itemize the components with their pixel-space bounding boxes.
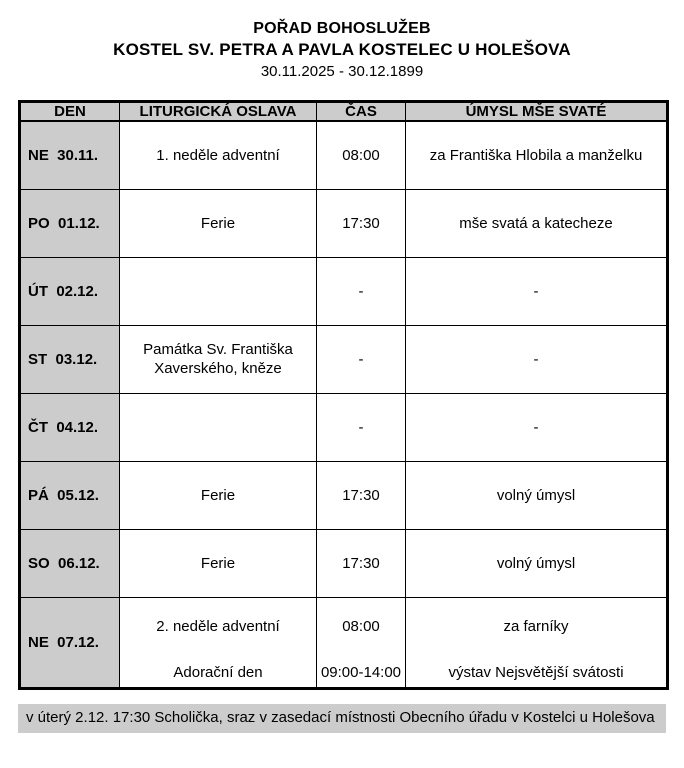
celebration-cell — [119, 392, 317, 462]
intention-cell: - — [405, 392, 668, 462]
intention-cell: - — [405, 256, 668, 326]
intention-cell: volný úmysl — [405, 460, 668, 530]
time-cell: - — [316, 324, 406, 394]
day-cell: PÁ 05.12. — [19, 460, 120, 530]
celebration-line-2: Adorační den — [173, 663, 263, 681]
day-cell: ČT 04.12. — [19, 392, 120, 462]
intention-cell: - — [405, 324, 668, 394]
col-header-cas: ČAS — [316, 101, 406, 122]
table-row: ÚT 02.12. - - — [19, 256, 668, 326]
table-row: NE 30.11. 1. neděle adventní 08:00 za Fr… — [19, 120, 668, 190]
intention-cell: za Františka Hlobila a manželku — [405, 120, 668, 190]
celebration-cell: 1. neděle adventní — [119, 120, 317, 190]
celebration-cell: Ferie — [119, 460, 317, 530]
time-cell: 17:30 — [316, 528, 406, 598]
col-header-umysl: ÚMYSL MŠE SVATÉ — [405, 101, 668, 122]
time-cell: - — [316, 256, 406, 326]
table-row: NE 07.12. 2. neděle adventní Adorační de… — [19, 596, 668, 689]
intention-line-1: za farníky — [503, 617, 569, 635]
day-cell: SO 06.12. — [19, 528, 120, 598]
day-cell: PO 01.12. — [19, 188, 120, 258]
table-row: ČT 04.12. - - — [19, 392, 668, 462]
intention-cell: za farníky výstav Nejsvětější svátosti — [405, 596, 668, 689]
page-title: POŘAD BOHOSLUŽEB — [253, 20, 431, 37]
celebration-line-1: 2. neděle adventní — [156, 617, 280, 635]
time-cell: 08:00 — [316, 120, 406, 190]
day-cell: ÚT 02.12. — [19, 256, 120, 326]
table-row: PÁ 05.12. Ferie 17:30 volný úmysl — [19, 460, 668, 530]
footer-note: v úterý 2.12. 17:30 Scholička, sraz v za… — [18, 703, 666, 733]
day-cell: ST 03.12. — [19, 324, 120, 394]
table-row: ST 03.12. Památka Sv. Františka Xaverské… — [19, 324, 668, 394]
intention-lines: za farníky výstav Nejsvětější svátosti — [407, 598, 667, 687]
time-cell: 08:00 09:00-14:00 — [316, 596, 406, 689]
page-header: POŘAD BOHOSLUŽEB KOSTEL SV. PETRA A PAVL… — [0, 0, 684, 82]
schedule-table: DEN LITURGICKÁ OSLAVA ČAS ÚMYSL MŠE SVAT… — [18, 100, 669, 690]
intention-cell: volný úmysl — [405, 528, 668, 598]
table-row: PO 01.12. Ferie 17:30 mše svatá a katech… — [19, 188, 668, 258]
date-range: 30.11.2025 - 30.12.1899 — [260, 63, 424, 80]
celebration-cell: Památka Sv. Františka Xaverského, kněze — [119, 324, 317, 394]
time-cell: - — [316, 392, 406, 462]
celebration-cell: 2. neděle adventní Adorační den — [119, 596, 317, 689]
table-row: SO 06.12. Ferie 17:30 volný úmysl — [19, 528, 668, 598]
table-header-row: DEN LITURGICKÁ OSLAVA ČAS ÚMYSL MŠE SVAT… — [19, 101, 668, 122]
celebration-cell: Ferie — [119, 528, 317, 598]
intention-line-2: výstav Nejsvětější svátosti — [448, 663, 624, 681]
col-header-den: DEN — [19, 101, 120, 122]
time-line-2: 09:00-14:00 — [320, 663, 402, 681]
intention-cell: mše svatá a katecheze — [405, 188, 668, 258]
celebration-lines: 2. neděle adventní Adorační den — [121, 598, 316, 687]
church-name: KOSTEL SV. PETRA A PAVLA KOSTELEC U HOLE… — [113, 40, 571, 59]
time-cell: 17:30 — [316, 188, 406, 258]
time-cell: 17:30 — [316, 460, 406, 530]
day-cell: NE 07.12. — [19, 596, 120, 689]
celebration-cell: Ferie — [119, 188, 317, 258]
time-line-1: 08:00 — [342, 617, 380, 635]
col-header-liturgicka-oslava: LITURGICKÁ OSLAVA — [119, 101, 317, 122]
time-lines: 08:00 09:00-14:00 — [318, 598, 405, 687]
day-cell: NE 30.11. — [19, 120, 120, 190]
celebration-cell — [119, 256, 317, 326]
